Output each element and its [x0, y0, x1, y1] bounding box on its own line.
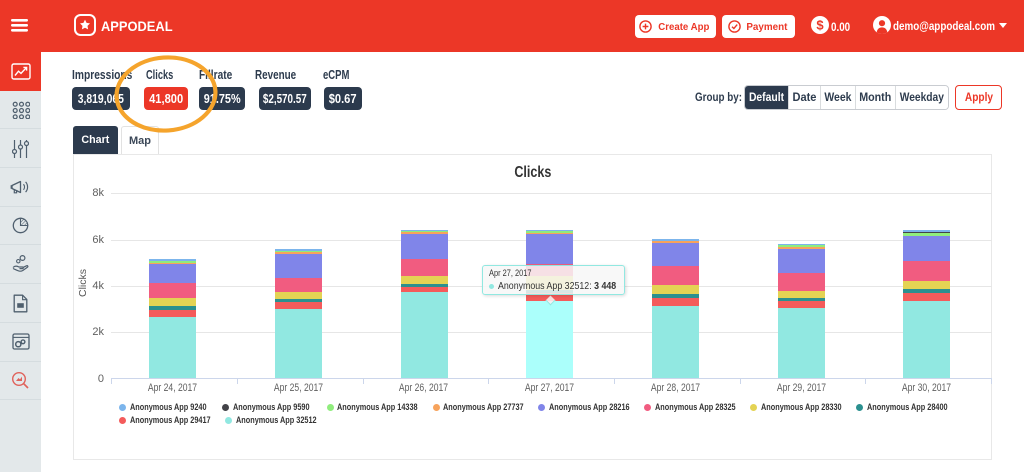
svg-text:$: $ [816, 18, 824, 33]
